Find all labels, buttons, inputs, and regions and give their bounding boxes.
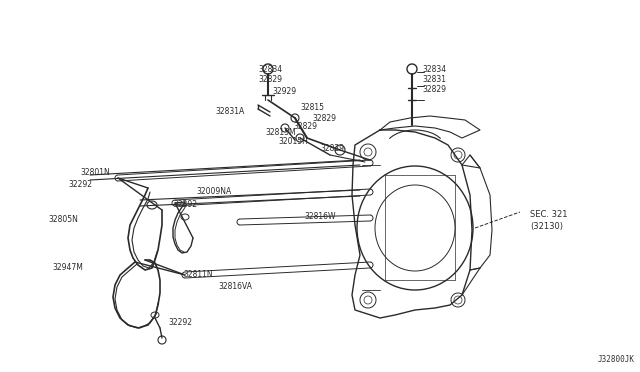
Text: 32292: 32292 (173, 200, 197, 209)
Text: 32834: 32834 (422, 65, 446, 74)
Text: 32947M: 32947M (52, 263, 83, 272)
Text: SEC. 321: SEC. 321 (530, 210, 568, 219)
Text: 32015H: 32015H (278, 137, 308, 146)
Text: 32829: 32829 (312, 114, 336, 123)
Text: 32801N: 32801N (80, 168, 109, 177)
Text: 32009NA: 32009NA (196, 187, 231, 196)
Text: 32829: 32829 (422, 85, 446, 94)
Text: 32829: 32829 (293, 122, 317, 131)
Text: 32829: 32829 (258, 75, 282, 84)
Text: 32815: 32815 (300, 103, 324, 112)
Text: 32831A: 32831A (215, 107, 244, 116)
Text: 32929: 32929 (272, 87, 296, 96)
Text: 32816W: 32816W (304, 212, 335, 221)
Text: (32130): (32130) (530, 222, 563, 231)
Text: 32816VA: 32816VA (218, 282, 252, 291)
Text: 32831: 32831 (422, 75, 446, 84)
Text: 32834: 32834 (258, 65, 282, 74)
Text: 32815M: 32815M (265, 128, 296, 137)
Text: 32805N: 32805N (48, 215, 78, 224)
Text: 32829: 32829 (320, 144, 344, 153)
Text: 32292: 32292 (168, 318, 192, 327)
Text: J32800JK: J32800JK (598, 355, 635, 364)
Text: 32811N: 32811N (183, 270, 212, 279)
Text: 32292: 32292 (68, 180, 92, 189)
